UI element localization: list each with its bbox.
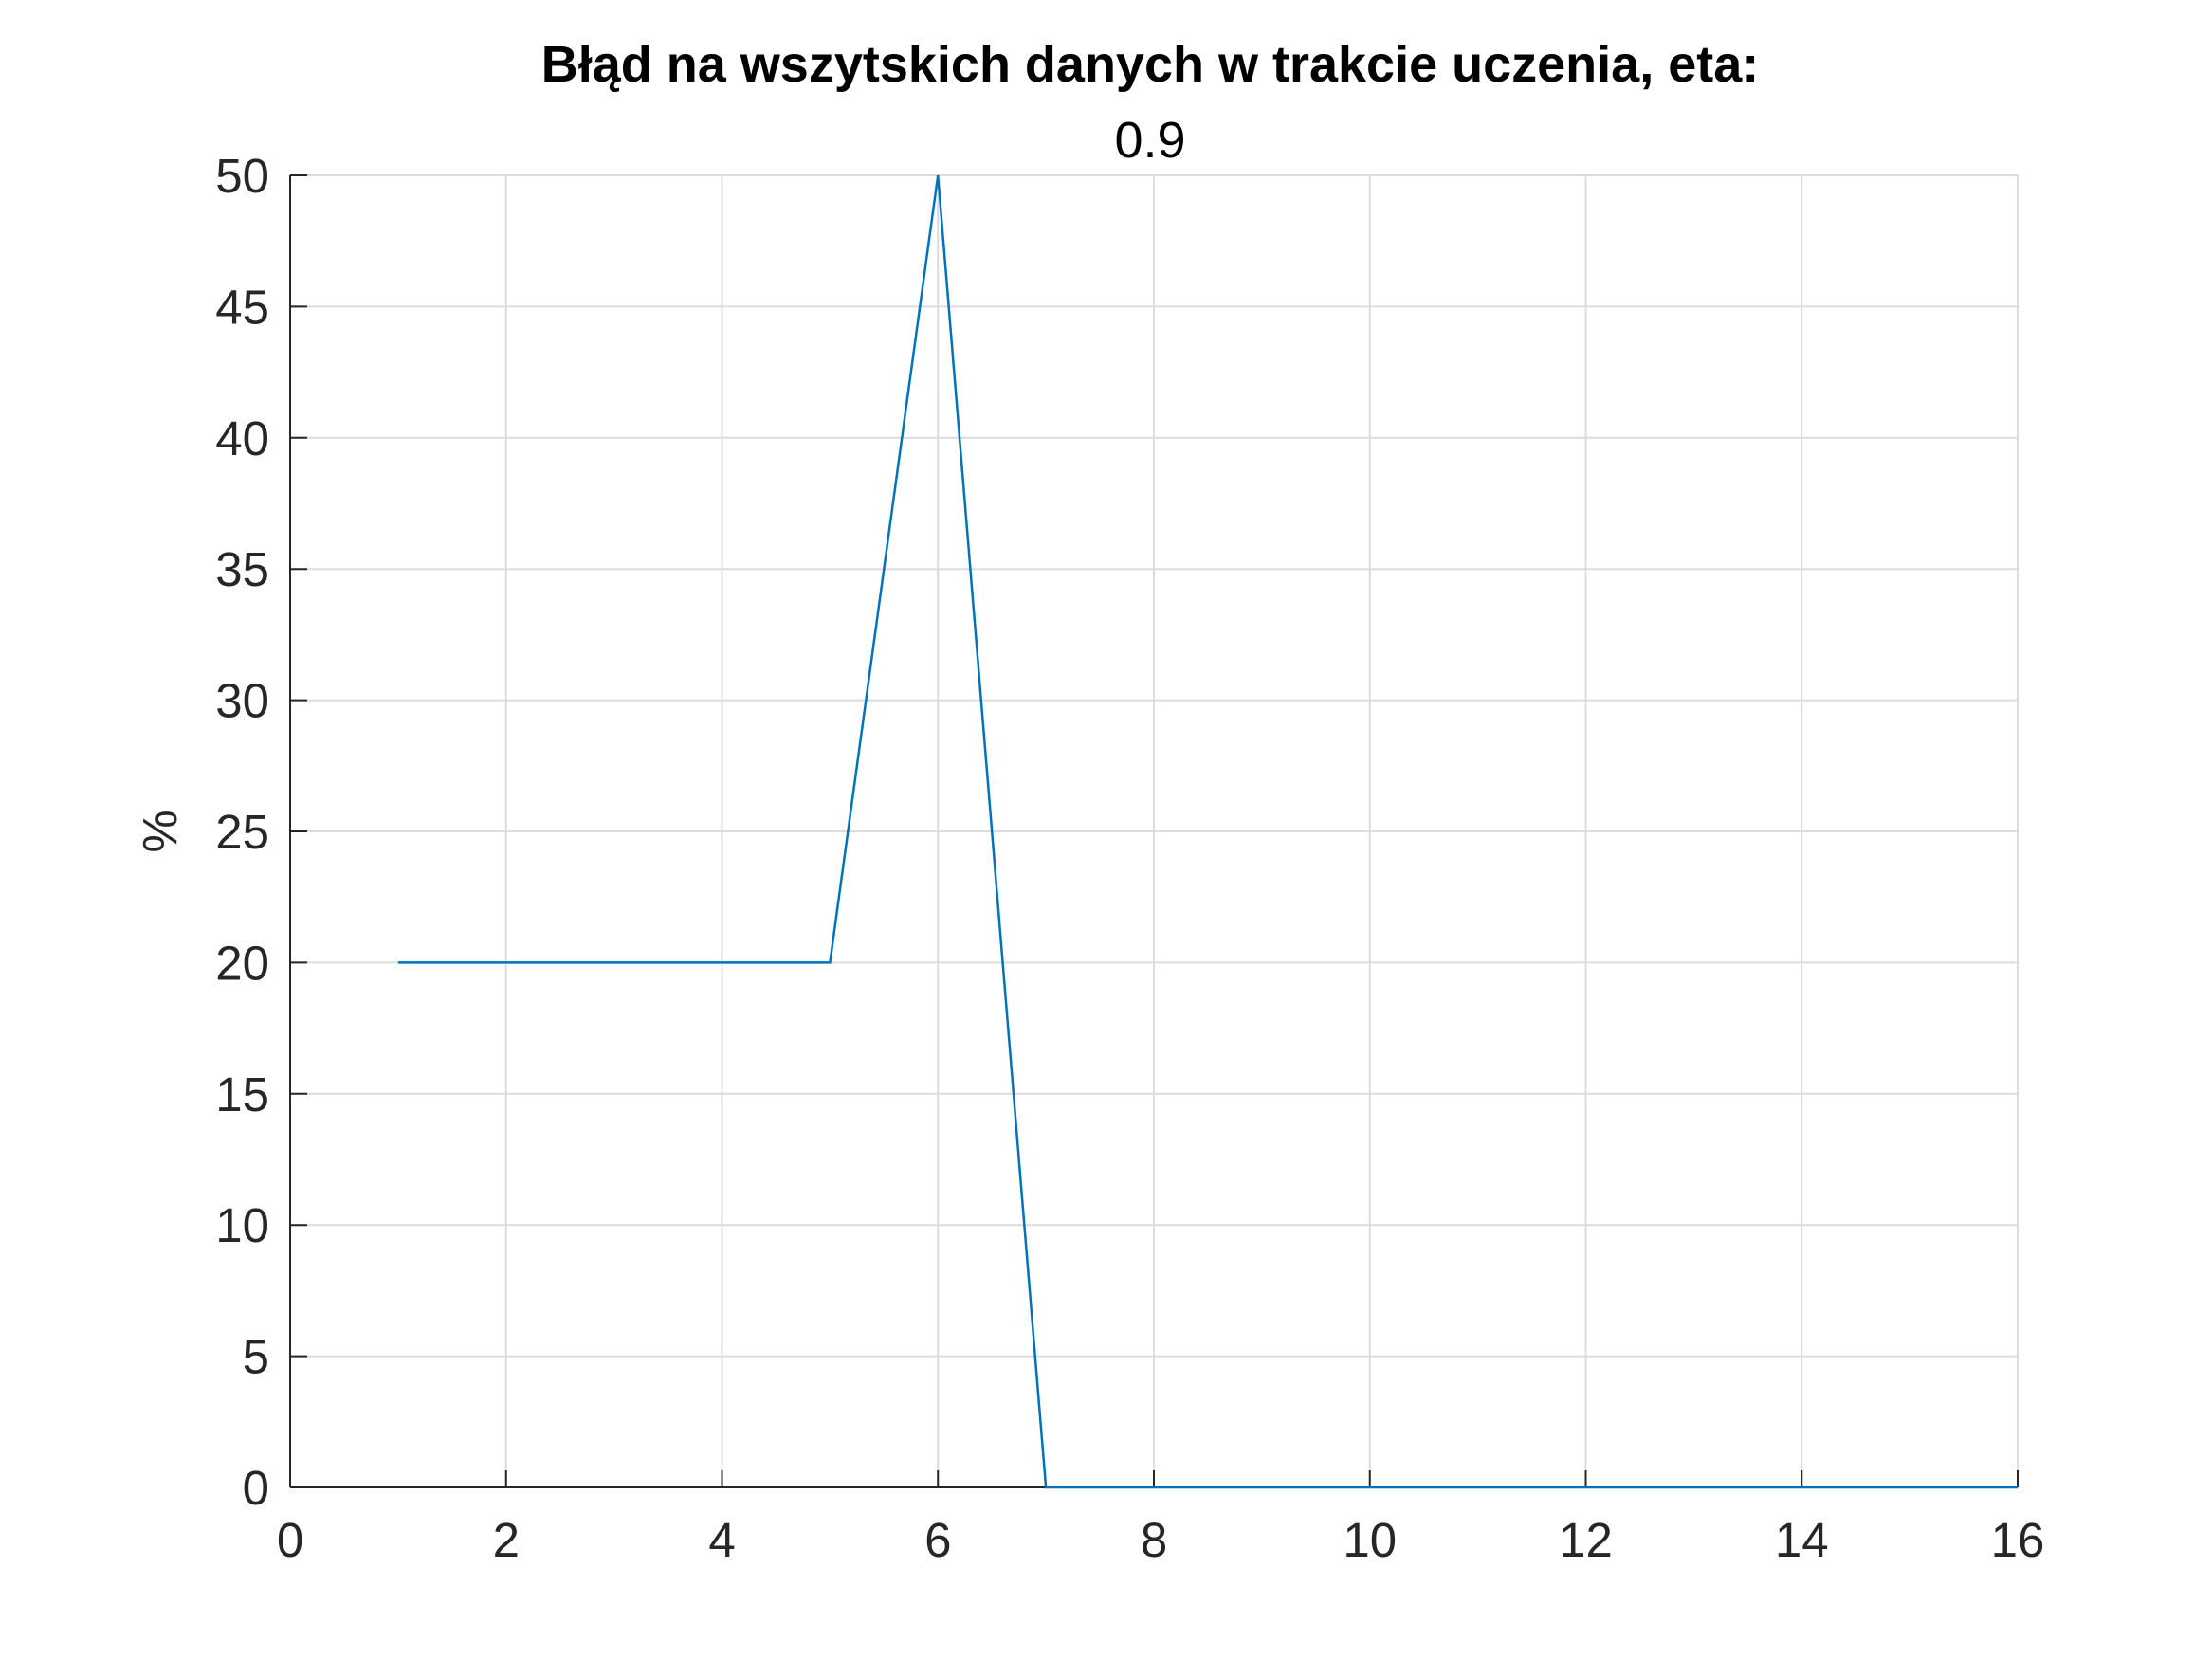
y-tick-label: 50 <box>215 149 269 203</box>
y-axis-label: % <box>133 810 187 852</box>
x-tick-label: 12 <box>1559 1513 1613 1567</box>
x-tick-label: 6 <box>924 1513 951 1567</box>
x-tick-label: 10 <box>1343 1513 1397 1567</box>
y-tick-label: 5 <box>243 1330 269 1384</box>
x-tick-label: 4 <box>708 1513 735 1567</box>
y-tick-label: 10 <box>215 1198 269 1252</box>
x-tick-label: 8 <box>1141 1513 1167 1567</box>
y-tick-label: 40 <box>215 411 269 465</box>
series-line <box>397 174 2018 1489</box>
y-tick-label: 25 <box>215 805 269 859</box>
grid-lines <box>290 174 2019 1487</box>
y-tick-label: 0 <box>243 1461 269 1515</box>
y-tick-label: 45 <box>215 280 269 334</box>
y-tick-label: 20 <box>215 936 269 990</box>
plot-area: 0 2 4 6 8 10 12 14 16 0 5 10 15 20 25 30 35 40 45 50 <box>215 149 2044 1567</box>
x-tick-label: 16 <box>1991 1513 2045 1567</box>
y-tick-label: 35 <box>215 542 269 596</box>
chart-title: Błąd na wszytskich danych w trakcie ucze… <box>541 36 1759 93</box>
x-tick-label: 0 <box>277 1513 303 1567</box>
tick-labels: 0 2 4 6 8 10 12 14 16 0 5 10 15 20 25 30 35 40 45 50 <box>215 149 2044 1567</box>
chart-subtitle: 0.9 <box>1114 112 1185 169</box>
y-tick-label: 30 <box>215 674 269 728</box>
x-tick-label: 14 <box>1775 1513 1829 1567</box>
y-tick-label: 15 <box>215 1067 269 1121</box>
series-layer <box>397 174 2018 1489</box>
x-tick-label: 2 <box>493 1513 520 1567</box>
